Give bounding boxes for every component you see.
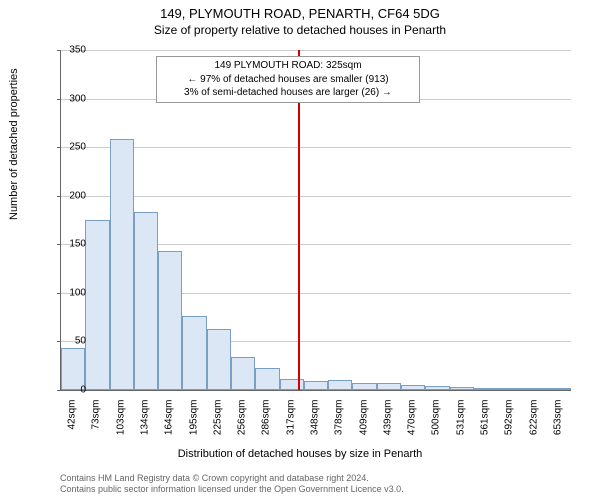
grid-line xyxy=(61,147,571,148)
x-tick-label: 317sqm xyxy=(285,400,296,450)
y-tick-label: 250 xyxy=(56,142,86,153)
x-tick-label: 348sqm xyxy=(310,400,321,450)
y-tick-label: 300 xyxy=(56,93,86,104)
y-tick-label: 150 xyxy=(56,239,86,250)
y-tick-label: 0 xyxy=(56,385,86,396)
histogram-bar xyxy=(134,212,158,390)
histogram-bar xyxy=(474,388,498,390)
chart-plot-area: 149 PLYMOUTH ROAD: 325sqm← 97% of detach… xyxy=(60,50,571,391)
histogram-bar xyxy=(352,383,376,390)
x-tick-label: 409sqm xyxy=(358,400,369,450)
footer-attribution: Contains HM Land Registry data © Crown c… xyxy=(60,473,404,496)
x-tick-label: 225sqm xyxy=(212,400,223,450)
histogram-bar xyxy=(110,139,134,390)
x-tick-label: 42sqm xyxy=(67,400,78,450)
x-tick-label: 531sqm xyxy=(455,400,466,450)
x-tick-label: 286sqm xyxy=(261,400,272,450)
x-tick-label: 256sqm xyxy=(237,400,248,450)
y-tick-label: 200 xyxy=(56,190,86,201)
annotation-box: 149 PLYMOUTH ROAD: 325sqm← 97% of detach… xyxy=(156,56,420,103)
x-tick-label: 500sqm xyxy=(431,400,442,450)
y-tick-label: 50 xyxy=(56,336,86,347)
grid-line xyxy=(61,50,571,51)
x-tick-label: 622sqm xyxy=(528,400,539,450)
x-tick-label: 561sqm xyxy=(480,400,491,450)
chart-title-main: 149, PLYMOUTH ROAD, PENARTH, CF64 5DG xyxy=(0,0,600,21)
annotation-line1: 149 PLYMOUTH ROAD: 325sqm xyxy=(163,59,413,73)
x-axis-label: Distribution of detached houses by size … xyxy=(0,448,600,460)
x-tick-label: 378sqm xyxy=(334,400,345,450)
x-tick-label: 164sqm xyxy=(164,400,175,450)
y-tick-label: 350 xyxy=(56,45,86,56)
x-tick-label: 73sqm xyxy=(91,400,102,450)
footer-line-2: Contains public sector information licen… xyxy=(60,484,404,496)
x-tick-label: 134sqm xyxy=(140,400,151,450)
annotation-line2: ← 97% of detached houses are smaller (91… xyxy=(163,73,413,87)
x-tick-label: 195sqm xyxy=(188,400,199,450)
histogram-bar xyxy=(547,388,571,390)
histogram-bar xyxy=(182,316,206,390)
histogram-bar xyxy=(231,357,255,390)
histogram-bar xyxy=(255,368,279,390)
histogram-bar xyxy=(304,381,328,390)
y-axis-label: Number of detached properties xyxy=(8,68,20,220)
x-tick-label: 439sqm xyxy=(382,400,393,450)
histogram-bar xyxy=(401,385,425,390)
histogram-bar xyxy=(85,220,109,390)
histogram-bar xyxy=(450,387,474,390)
histogram-bar xyxy=(425,386,449,390)
histogram-bar xyxy=(522,388,546,390)
histogram-bar xyxy=(498,388,522,390)
histogram-bar xyxy=(158,251,182,390)
histogram-bar xyxy=(280,379,304,390)
footer-line-1: Contains HM Land Registry data © Crown c… xyxy=(60,473,404,485)
histogram-bar xyxy=(377,383,401,390)
x-tick-label: 470sqm xyxy=(407,400,418,450)
x-tick-label: 653sqm xyxy=(552,400,563,450)
histogram-bar xyxy=(328,380,352,390)
x-tick-label: 103sqm xyxy=(115,400,126,450)
annotation-line3: 3% of semi-detached houses are larger (2… xyxy=(163,86,413,100)
chart-title-sub: Size of property relative to detached ho… xyxy=(0,21,600,37)
x-tick-label: 592sqm xyxy=(504,400,515,450)
y-tick-label: 100 xyxy=(56,287,86,298)
histogram-bar xyxy=(207,329,231,390)
grid-line xyxy=(61,196,571,197)
